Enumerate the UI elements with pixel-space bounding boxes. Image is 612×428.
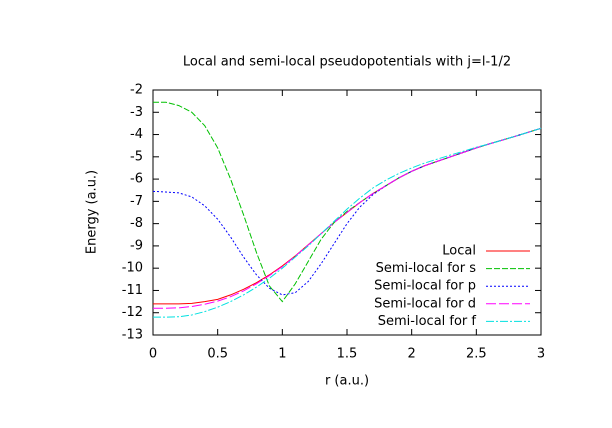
x-tick-label: 2 (408, 347, 416, 362)
y-axis-label: Energy (a.u.) (85, 170, 100, 254)
x-axis-label: r (a.u.) (325, 374, 369, 389)
legend-label: Semi-local for p (374, 279, 476, 294)
y-tick-label: -2 (130, 83, 143, 98)
legend-label: Semi-local for s (376, 261, 477, 276)
y-tick-label: -7 (130, 194, 143, 209)
series-line (152, 127, 542, 296)
y-tick-label: -5 (130, 149, 143, 164)
y-tick-label: -6 (130, 172, 143, 187)
chart-title: Local and semi-local pseudopotentials wi… (183, 55, 511, 70)
series-line (153, 127, 542, 318)
y-tick-label: -4 (130, 127, 143, 142)
legend-label: Semi-local for f (378, 314, 477, 329)
y-tick-label: -12 (122, 305, 143, 320)
x-tick-label: 1.5 (337, 347, 358, 362)
x-tick-label: 2.5 (466, 347, 487, 362)
legend-label: Local (442, 244, 476, 259)
y-tick-label: -10 (122, 261, 143, 276)
x-tick-label: 3 (537, 347, 545, 362)
y-tick-label: -8 (130, 216, 143, 231)
x-tick-label: 1 (278, 347, 286, 362)
y-tick-label: -3 (130, 105, 143, 120)
x-tick-label: 0 (149, 347, 157, 362)
x-tick-label: 0.5 (207, 347, 228, 362)
series-line (153, 127, 542, 309)
y-tick-label: -11 (122, 283, 143, 298)
y-tick-label: -9 (130, 238, 143, 253)
legend-label: Semi-local for d (374, 296, 476, 311)
y-tick-label: -13 (122, 328, 143, 343)
